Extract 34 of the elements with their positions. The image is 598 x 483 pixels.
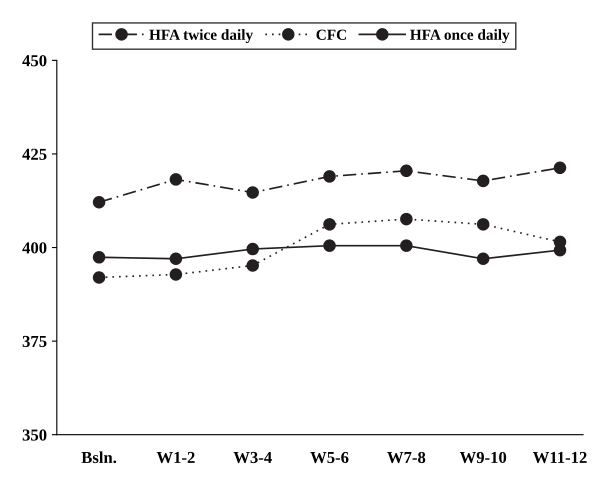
point [476,252,490,266]
y-tick-label: 425 [22,148,46,160]
point [554,162,566,174]
point [323,170,336,183]
x-tick-label: W3-4 [234,452,272,464]
x-tick-label: W5-6 [310,452,348,464]
point [400,164,413,178]
y-tick-label: 375 [22,336,46,348]
point [246,242,259,256]
y-tick-label: 400 [22,242,46,254]
point [246,186,259,199]
point [170,268,182,281]
point [92,271,106,284]
x-tick-label: W1-2 [156,452,195,464]
point [170,173,182,186]
point [323,218,336,231]
point [92,196,106,208]
legend-label: HFA once daily [410,29,510,44]
x-tick-label: W7-8 [387,452,426,464]
point [323,239,336,252]
y-tick-label: 450 [22,55,46,66]
point [170,252,182,266]
point [400,212,413,226]
y-tick-label: 350 [22,429,46,441]
point [92,251,106,264]
point [246,259,259,272]
x-tick-label: Bsln. [82,451,116,464]
legend-label: HFA twice daily [149,29,253,44]
x-tick-label: W9-10 [460,452,506,464]
x-tick-label: W11-12 [532,452,587,464]
point [476,218,490,231]
point [476,174,490,188]
point [400,239,413,252]
legend-label: CFC [316,30,346,40]
